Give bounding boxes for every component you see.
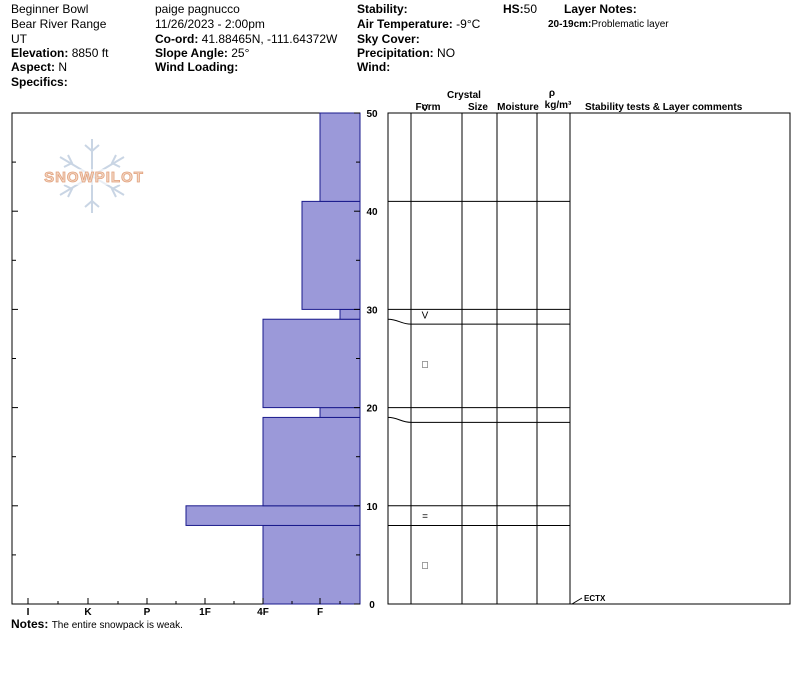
datetime: 11/26/2023 - 2:00pm	[155, 17, 265, 31]
logo-text: SNOWPILOT	[44, 169, 144, 186]
stability: Stability:	[357, 2, 408, 16]
wind-loading: Wind Loading:	[155, 60, 239, 74]
grain-form-symbol: V	[422, 103, 429, 114]
snowpilot-logo: SNOWPILOT	[34, 139, 154, 213]
header-stability: Stability tests & Layer comments	[585, 102, 743, 113]
y-tick-label: 30	[366, 305, 378, 316]
y-tick-label: 0	[369, 600, 375, 611]
y-tick-label: 50	[366, 109, 378, 120]
specifics: Specifics:	[11, 75, 68, 89]
header-size: Size	[468, 102, 488, 113]
grain-form-symbol: =	[422, 512, 428, 523]
test-label: ECTX	[584, 594, 606, 603]
snow-height: HS:50	[503, 2, 538, 16]
x-tick-label: F	[317, 607, 323, 618]
x-tick-label: 1F	[199, 607, 211, 618]
aspect: Aspect: N	[11, 60, 68, 74]
mountain-range: Bear River Range	[11, 17, 107, 31]
air-temperature: Air Temperature: -9°C	[357, 17, 481, 31]
layer-table-frame	[387, 112, 791, 605]
hardness-bar	[301, 200, 361, 310]
header-form: Form	[416, 102, 441, 113]
y-tick-label: 40	[366, 207, 378, 218]
layer-notes-title: Layer Notes:	[564, 2, 637, 16]
hardness-bar	[339, 308, 361, 320]
header-moisture: Moisture	[497, 102, 539, 113]
x-tick-label: P	[144, 607, 151, 618]
observer: paige pagnucco	[155, 2, 240, 16]
hardness-bar	[319, 407, 361, 418]
hardness-bar	[262, 318, 361, 409]
header-crystal: Crystal	[447, 90, 481, 101]
layer-connector	[387, 318, 412, 325]
grain-form-symbol: □	[422, 359, 428, 370]
x-tick-label: I	[27, 607, 30, 618]
header-density-unit: kg/m³	[545, 100, 572, 111]
sky-cover: Sky Cover:	[357, 32, 420, 46]
y-tick-label: 10	[366, 502, 378, 513]
hardness-bar	[262, 524, 361, 605]
layer-connector	[387, 416, 412, 423]
grain-form-symbol: V	[422, 310, 429, 321]
state: UT	[11, 32, 27, 46]
layer-note: 20-19cm:Problematic layer	[548, 19, 669, 30]
notes: Notes: The entire snowpack is weak.	[11, 617, 183, 631]
location-name: Beginner Bowl	[11, 2, 89, 16]
slope-angle: Slope Angle: 25°	[155, 46, 250, 60]
test-pointer	[571, 597, 583, 605]
header-rho: ρ	[549, 88, 555, 99]
wind: Wind:	[357, 60, 391, 74]
x-tick-label: K	[84, 607, 92, 618]
hardness-bar	[319, 112, 361, 202]
hardness-bar	[185, 505, 361, 526]
y-tick-label: 20	[366, 404, 378, 415]
precipitation: Precipitation: NO	[357, 46, 456, 60]
grain-form-symbol: □	[422, 561, 428, 572]
hardness-bar	[262, 416, 361, 507]
coordinates: Co-ord: 41.88465N, -111.64372W	[155, 32, 338, 46]
x-tick-label: 4F	[257, 607, 269, 618]
elevation: Elevation: 8850 ft	[11, 46, 109, 60]
